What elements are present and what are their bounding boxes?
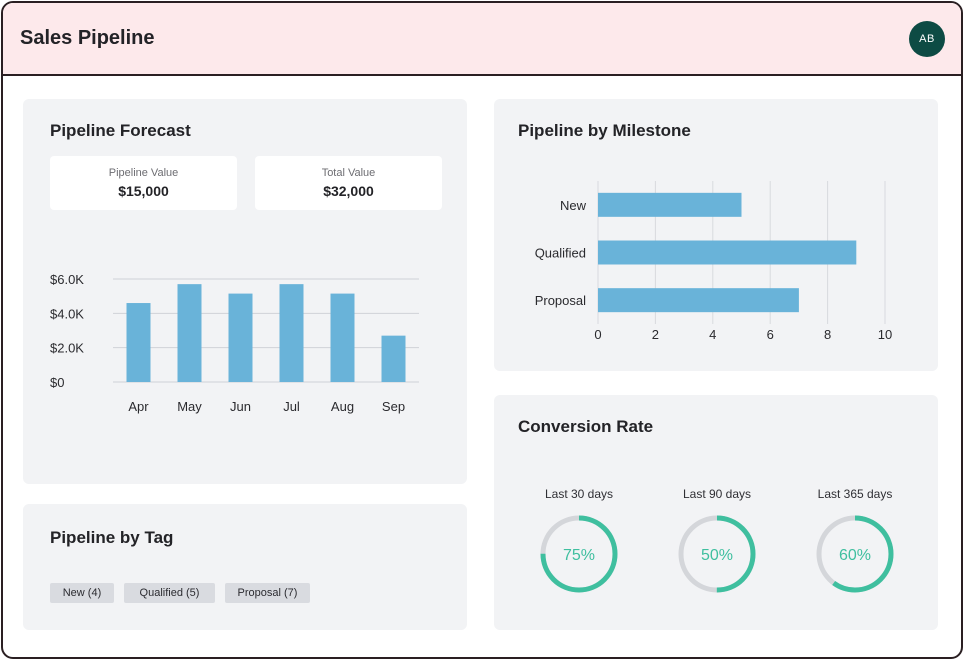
page-title: Sales Pipeline xyxy=(20,27,155,49)
bar-apr[interactable] xyxy=(126,303,151,382)
ring-progress xyxy=(678,515,756,593)
x-tick-label: Apr xyxy=(128,399,149,414)
tag-chip-proposal[interactable]: Proposal (7) xyxy=(225,583,310,603)
conversion-rate-card: Conversion Rate Last 30 days 75% Last 90… xyxy=(494,395,938,630)
x-tick-label: 0 xyxy=(594,327,601,342)
pipeline-by-milestone-card: Pipeline by Milestone 0 2 4 6 8 10 New Qualifie… xyxy=(494,99,938,371)
tag-chip-new[interactable]: New (4) xyxy=(50,583,114,603)
pipeline-value: $15,000 xyxy=(118,183,169,199)
x-tick-label: May xyxy=(177,399,202,414)
avatar[interactable]: AB xyxy=(909,21,945,57)
ring-progress xyxy=(816,515,894,593)
pipeline-by-tag-card: Pipeline by Tag New (4) Qualified (5) Pr… xyxy=(23,504,467,630)
x-tick-label: Jul xyxy=(283,399,300,414)
conversion-90-days-label: Last 90 days xyxy=(682,487,752,501)
y-tick-label: New xyxy=(560,198,587,213)
conversion-30-days-ring: 75% xyxy=(540,515,618,593)
app-header: Sales Pipeline AB xyxy=(3,3,961,76)
bar-new[interactable] xyxy=(598,192,742,217)
x-tick-label: Sep xyxy=(382,399,405,414)
x-tick-label: 6 xyxy=(767,327,774,342)
ring-progress xyxy=(540,515,618,593)
y-tick-label: $4.0K xyxy=(50,306,84,321)
y-tick-label: Qualified xyxy=(535,246,586,261)
y-tick-label: $6.0K xyxy=(50,272,84,287)
pipeline-forecast-title: Pipeline Forecast xyxy=(50,121,191,140)
bar-jun[interactable] xyxy=(228,293,253,382)
bar-proposal[interactable] xyxy=(598,288,799,313)
conversion-30-days-value: 75% xyxy=(563,547,595,564)
total-value-stat: Total Value $32,000 xyxy=(255,156,442,210)
conversion-30-days-label: Last 30 days xyxy=(544,487,614,501)
y-tick-label: Proposal xyxy=(535,293,586,308)
x-tick-label: 10 xyxy=(878,327,892,342)
conversion-90-days-value: 50% xyxy=(701,547,733,564)
pipeline-by-milestone-title: Pipeline by Milestone xyxy=(518,121,691,140)
tag-chip-qualified[interactable]: Qualified (5) xyxy=(124,583,215,603)
conversion-365-days-value: 60% xyxy=(839,547,871,564)
x-tick-label: 2 xyxy=(652,327,659,342)
conversion-365-days-ring: 60% xyxy=(816,515,894,593)
conversion-30-days: Last 30 days 75% xyxy=(519,487,639,594)
total-value: $32,000 xyxy=(323,183,374,199)
pipeline-forecast-card: Pipeline Forecast Pipeline Value $15,000… xyxy=(23,99,467,484)
conversion-365-days: Last 365 days 60% xyxy=(795,487,915,594)
total-value-label: Total Value xyxy=(321,167,376,179)
conversion-90-days: Last 90 days 50% xyxy=(657,487,777,594)
bar-jul[interactable] xyxy=(279,284,304,382)
pipeline-by-tag-title: Pipeline by Tag xyxy=(50,528,174,547)
x-tick-label: 8 xyxy=(824,327,831,342)
conversion-rate-title: Conversion Rate xyxy=(518,417,654,436)
bar-aug[interactable] xyxy=(330,293,355,382)
x-tick-label: 4 xyxy=(709,327,716,342)
y-tick-label: $0 xyxy=(50,375,64,390)
bar-qualified[interactable] xyxy=(598,240,857,265)
y-tick-label: $2.0K xyxy=(50,341,84,356)
x-tick-label: Aug xyxy=(331,399,354,414)
conversion-90-days-ring: 50% xyxy=(678,515,756,593)
pipeline-value-label: Pipeline Value xyxy=(108,167,179,179)
pipeline-value-stat: Pipeline Value $15,000 xyxy=(50,156,237,210)
bar-sep[interactable] xyxy=(381,335,406,382)
pipeline-forecast-chart: $0 $2.0K $4.0K $6.0K Apr May Jun Jul Aug Sep xyxy=(50,272,419,414)
pipeline-by-milestone-chart: 0 2 4 6 8 10 New Qualified Proposal xyxy=(535,181,892,342)
x-tick-label: Jun xyxy=(230,399,251,414)
conversion-365-days-label: Last 365 days xyxy=(817,487,893,501)
bar-may[interactable] xyxy=(177,284,202,382)
